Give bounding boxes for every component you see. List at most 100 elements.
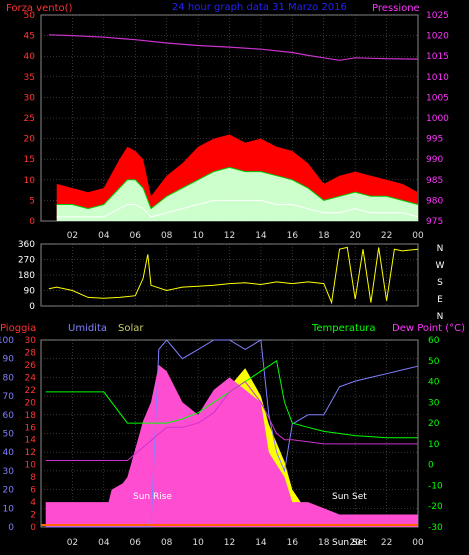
rain-y-tick: 8 bbox=[30, 473, 36, 483]
temperature-y-tick: 50 bbox=[428, 357, 440, 367]
rain-y-tick: 12 bbox=[25, 448, 36, 458]
pressure-y-tick: 1005 bbox=[426, 93, 449, 103]
lower-chart-x-tick: 16 bbox=[287, 538, 299, 548]
pressure-y-tick: 985 bbox=[426, 176, 443, 186]
direction-line bbox=[48, 246, 419, 305]
wind-chart-x-tick: 14 bbox=[255, 231, 267, 241]
wind-chart-x-tick: 04 bbox=[98, 231, 110, 241]
lower-chart-x-tick: 02 bbox=[67, 538, 78, 548]
direction-y-tick: 360 bbox=[18, 240, 35, 250]
rain-area bbox=[45, 364, 418, 527]
humidity-y-tick: 30 bbox=[3, 467, 15, 477]
wind-y-tick: 25 bbox=[24, 114, 35, 124]
lower-chart-x-tick: 14 bbox=[255, 538, 267, 548]
direction-y-tick: 90 bbox=[24, 287, 36, 297]
compass-letter: N bbox=[437, 312, 444, 322]
compass-letter: E bbox=[437, 295, 443, 305]
solar-label: Solar bbox=[118, 323, 144, 334]
wind-average-area bbox=[56, 167, 418, 221]
temperature-y-tick: 20 bbox=[428, 419, 440, 429]
lower-chart-x-tick: 12 bbox=[224, 538, 235, 548]
pressure-y-tick: 1010 bbox=[426, 73, 449, 83]
dew-point-label: Dew Point (°C) bbox=[392, 323, 465, 334]
wind-y-tick: 15 bbox=[24, 155, 35, 165]
wind-chart-x-tick: 20 bbox=[349, 231, 361, 241]
humidity-y-tick: 10 bbox=[3, 504, 15, 514]
wind-chart-x-tick: 06 bbox=[130, 231, 142, 241]
temperature-y-tick: 0 bbox=[428, 461, 434, 471]
temperature-y-tick: 30 bbox=[428, 398, 440, 408]
temperature-y-tick: 60 bbox=[428, 336, 440, 346]
lower-chart-x-tick: 20 bbox=[349, 538, 361, 548]
rain-y-tick: 26 bbox=[25, 361, 37, 371]
wind-y-tick: 5 bbox=[29, 196, 35, 206]
rain-y-tick: 14 bbox=[25, 436, 37, 446]
wind-average-line bbox=[56, 166, 419, 210]
wind-force-label: Forza vento() bbox=[6, 3, 73, 14]
lower-chart-x-tick: 06 bbox=[130, 538, 142, 548]
humidity-y-tick: 60 bbox=[3, 411, 15, 421]
temperature-line bbox=[45, 359, 418, 439]
temperature-y-tick: -20 bbox=[428, 502, 443, 512]
temperature-label: Temperatura bbox=[311, 323, 376, 334]
temperature-y-tick: -10 bbox=[428, 481, 443, 491]
wind-chart-x-tick: 12 bbox=[224, 231, 235, 241]
wind-y-tick: 30 bbox=[24, 93, 36, 103]
wind-chart-x-tick: 22 bbox=[381, 231, 392, 241]
temperature-y-tick: 40 bbox=[428, 378, 440, 388]
wind-y-tick: 40 bbox=[24, 52, 36, 62]
pressure-y-tick: 980 bbox=[426, 196, 443, 206]
pressure-y-tick: 1015 bbox=[426, 52, 449, 62]
graph-title: 24 hour graph data 31 Marzo 2016 bbox=[172, 2, 347, 13]
temperature-y-tick: -30 bbox=[428, 523, 443, 533]
wind-y-tick: 0 bbox=[29, 217, 35, 227]
humidity-y-tick: 50 bbox=[3, 430, 15, 440]
pressure-y-tick: 990 bbox=[426, 155, 443, 165]
pressure-y-tick: 1025 bbox=[426, 11, 449, 21]
rain-y-tick: 6 bbox=[30, 486, 36, 496]
compass-letter: N bbox=[437, 244, 444, 254]
wind-minimum-line bbox=[56, 199, 419, 218]
rain-y-tick: 16 bbox=[25, 423, 37, 433]
temperature-y-tick: 10 bbox=[428, 440, 440, 450]
lower-chart-x-tick: 04 bbox=[98, 538, 110, 548]
wind-y-tick: 45 bbox=[24, 32, 35, 42]
sunrise-label: Sun Rise bbox=[133, 492, 172, 502]
chart-layer: 0510152025303540455097598098599099510001… bbox=[0, 11, 449, 548]
rain-y-tick: 28 bbox=[25, 348, 37, 358]
direction-y-tick: 0 bbox=[29, 302, 35, 312]
wind-chart-x-tick: 18 bbox=[318, 231, 330, 241]
lower-chart-x-tick: 08 bbox=[161, 538, 173, 548]
humidity-y-tick: 80 bbox=[3, 373, 15, 383]
sunset-label: Sun Set bbox=[332, 492, 367, 502]
humidity-y-tick: 0 bbox=[8, 523, 14, 533]
wind-chart-x-tick: 02 bbox=[67, 231, 78, 241]
compass-letter: S bbox=[437, 278, 443, 288]
humidity-y-tick: 90 bbox=[3, 355, 15, 365]
sunset-sub-label: Sun Set bbox=[332, 538, 367, 548]
rain-y-tick: 24 bbox=[25, 373, 37, 383]
rain-y-tick: 4 bbox=[30, 498, 36, 508]
humidity-y-tick: 70 bbox=[3, 392, 15, 402]
pressure-y-tick: 995 bbox=[426, 135, 443, 145]
humidity-line bbox=[45, 339, 419, 528]
lower-chart-x-tick: 00 bbox=[412, 538, 424, 548]
rain-y-tick: 0 bbox=[30, 523, 36, 533]
lower-chart-x-tick: 18 bbox=[318, 538, 330, 548]
rain-y-tick: 2 bbox=[30, 511, 36, 521]
rain-y-tick: 22 bbox=[25, 386, 36, 396]
humidity-y-tick: 40 bbox=[3, 448, 15, 458]
rain-y-tick: 10 bbox=[25, 461, 37, 471]
wind-y-tick: 35 bbox=[24, 73, 35, 83]
wind-chart-x-tick: 10 bbox=[192, 231, 204, 241]
dew-point-line bbox=[45, 380, 418, 461]
wind-y-tick: 50 bbox=[24, 11, 36, 21]
pressure-line bbox=[48, 34, 419, 61]
rain-y-tick: 30 bbox=[25, 336, 37, 346]
humidity-y-tick: 100 bbox=[0, 336, 14, 346]
direction-y-tick: 180 bbox=[18, 271, 35, 281]
wind-chart-x-tick: 16 bbox=[287, 231, 299, 241]
rain-label: Pioggia bbox=[0, 323, 36, 334]
